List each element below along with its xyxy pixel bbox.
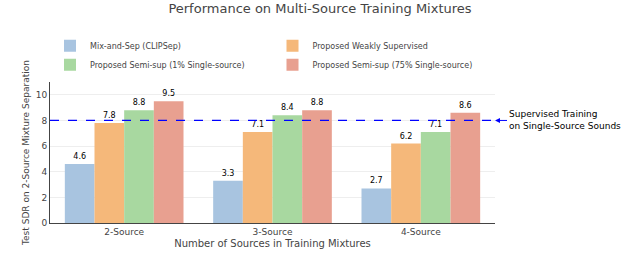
svg-text:Mix-and-Sep (CLIPSep): Mix-and-Sep (CLIPSep) — [90, 42, 181, 51]
svg-text:7.1: 7.1 — [429, 120, 442, 129]
svg-text:8.6: 8.6 — [459, 101, 472, 110]
svg-text:8.4: 8.4 — [281, 103, 294, 112]
svg-text:7.1: 7.1 — [251, 120, 264, 129]
svg-text:10: 10 — [36, 90, 48, 100]
svg-text:2-Source: 2-Source — [104, 227, 144, 237]
svg-text:6: 6 — [41, 141, 47, 151]
svg-text:Proposed Semi-sup (1% Single-s: Proposed Semi-sup (1% Single-source) — [90, 61, 245, 70]
svg-text:Supervised Trainingon Single-S: Supervised Trainingon Single-Source Soun… — [509, 109, 621, 131]
svg-text:8.8: 8.8 — [311, 98, 324, 107]
svg-text:4: 4 — [41, 167, 47, 177]
svg-text:4.6: 4.6 — [73, 152, 86, 161]
svg-text:Performance on Multi-Source Tr: Performance on Multi-Source Training Mix… — [168, 1, 471, 16]
svg-text:6.2: 6.2 — [400, 132, 413, 141]
svg-text:8: 8 — [41, 116, 47, 126]
svg-text:7.8: 7.8 — [103, 111, 116, 120]
svg-text:Proposed Semi-sup (75% Single-: Proposed Semi-sup (75% Single-source) — [313, 61, 473, 70]
svg-text:9.5: 9.5 — [162, 89, 175, 98]
svg-text:3-Source: 3-Source — [253, 227, 293, 237]
svg-text:8.8: 8.8 — [133, 98, 146, 107]
svg-text:Test SDR on 2-Source Mixture S: Test SDR on 2-Source Mixture Separation — [21, 60, 31, 246]
svg-text:4-Source: 4-Source — [401, 227, 441, 237]
svg-text:Number of Sources in Training: Number of Sources in Training Mixtures — [174, 238, 371, 249]
svg-text:2: 2 — [41, 193, 47, 203]
svg-text:0: 0 — [41, 218, 47, 228]
svg-text:2.7: 2.7 — [370, 176, 383, 185]
svg-text:3.3: 3.3 — [222, 169, 235, 178]
svg-text:Proposed Weakly Supervised: Proposed Weakly Supervised — [313, 42, 428, 51]
